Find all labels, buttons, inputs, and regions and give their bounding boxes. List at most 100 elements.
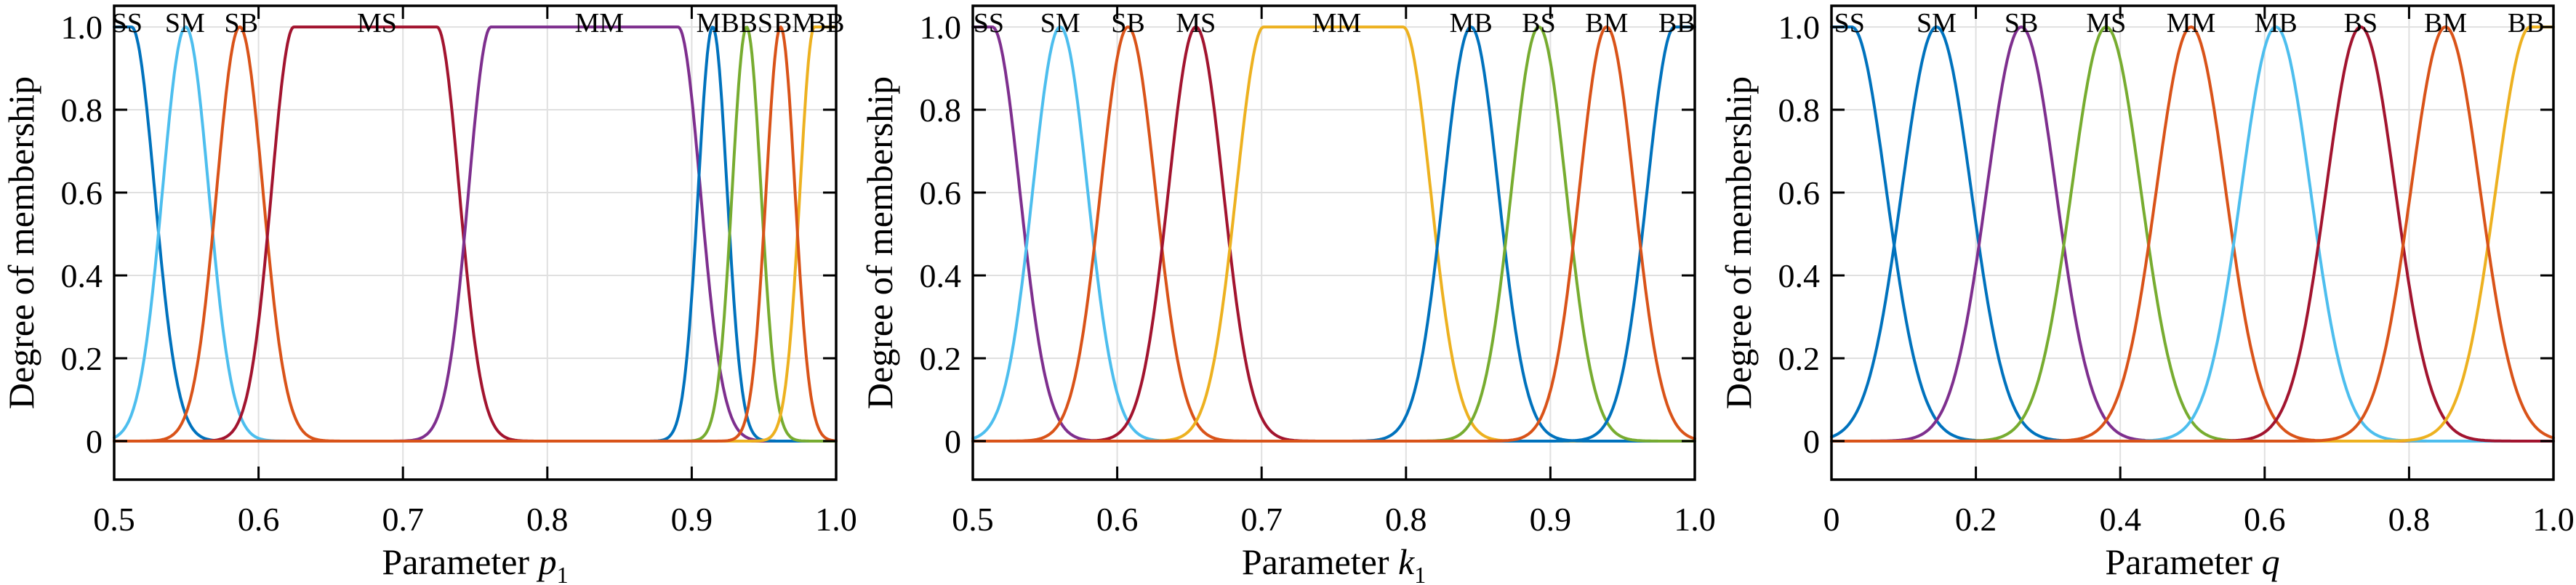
y-tick-label: 1.0 [61, 9, 103, 46]
x-tick-label: 1.0 [1674, 501, 1716, 538]
mf-label-MS: MS [2086, 8, 2126, 39]
mf-label-MB: MB [697, 8, 739, 39]
mf-curve-MM [971, 25, 1696, 443]
x-tick-label: 0.6 [2244, 501, 2286, 538]
mf-curve-SS [971, 25, 1696, 443]
y-tick-label: 0.4 [920, 257, 962, 294]
mf-curve-BB [113, 25, 838, 443]
mf-curve-MM [113, 25, 838, 443]
y-tick-label: 0.8 [1778, 92, 1821, 129]
mf-label-SM: SM [1040, 8, 1080, 39]
mf-label-SS: SS [112, 8, 143, 39]
mf-curves [113, 25, 838, 443]
x-tick-label: 0.9 [1530, 501, 1572, 538]
mf-label-SB: SB [225, 8, 258, 39]
y-tick-label: 0.4 [61, 257, 103, 294]
y-tick-label: 0 [86, 423, 103, 460]
y-axis-label: Degree of membership [859, 76, 900, 409]
mf-label-SS: SS [1834, 8, 1865, 39]
mf-label-MS: MS [357, 8, 397, 39]
x-tick-label: 0.8 [526, 501, 569, 538]
panel-parameter-p1: 0.5 0.6 0.7 0.8 0.9 1.0 0 0.2 0.4 0.6 0.8 1.0 SS SM SB… [0, 0, 859, 585]
x-tick-label: 0 [1823, 501, 1840, 538]
y-tick-label: 0.6 [1778, 174, 1821, 211]
y-tick-label: 0.2 [61, 340, 103, 377]
x-tick-label: 0.5 [952, 501, 994, 538]
mf-label-MS: MS [1176, 8, 1216, 39]
y-tick-label: 0.2 [920, 340, 962, 377]
mf-label-SB: SB [1111, 8, 1144, 39]
plot-svg-0: 0.5 0.6 0.7 0.8 0.9 1.0 0 0.2 0.4 0.6 0.8 1.0 SS SM SB… [1, 4, 857, 585]
y-tick-label: 0.2 [1778, 340, 1821, 377]
x-tick-label: 0.6 [238, 501, 280, 538]
plot-svg-2: 0 0.2 0.4 0.6 0.8 1.0 0 0.2 0.4 0.6 0.8 1.0 SS SM SB MS… [1718, 4, 2575, 582]
plot-box [113, 4, 838, 481]
plot-svg-1: 0.5 0.6 0.7 0.8 0.9 1.0 0 0.2 0.4 0.6 0.8 1.0 SS SM SB… [859, 4, 1716, 585]
mf-label-BB: BB [808, 8, 845, 39]
mf-curve-BS [113, 25, 838, 443]
mf-label-MB: MB [2255, 8, 2298, 39]
mf-curves [971, 25, 1696, 443]
plot-box [971, 4, 1696, 481]
mf-label-BB: BB [1658, 8, 1696, 39]
mf-label-BM: BM [2424, 8, 2467, 39]
tick-marks [971, 6, 1696, 480]
panel-parameter-q: 0 0.2 0.4 0.6 0.8 1.0 0 0.2 0.4 0.6 0.8 1.0 SS SM SB MS… [1717, 0, 2576, 585]
x-tick-label: 0.5 [93, 501, 135, 538]
mf-curve-BM [113, 25, 838, 443]
y-tick-label: 0.8 [920, 92, 962, 129]
y-tick-label: 0.8 [61, 92, 103, 129]
mf-curve-BS [971, 25, 1696, 443]
mf-curve-SS [113, 25, 838, 443]
tick-marks [113, 6, 838, 480]
mf-label-MB: MB [1450, 8, 1493, 39]
y-tick-label: 0.6 [61, 174, 103, 211]
mf-label-BB: BB [2508, 8, 2545, 39]
mf-curve-MS [971, 25, 1696, 443]
mf-label-BM: BM [774, 8, 816, 39]
y-axis-label: Degree of membership [1718, 76, 1759, 409]
x-axis-label: Parameter p1 [382, 541, 568, 585]
mf-label-MM: MM [575, 8, 625, 39]
x-tick-label: 0.8 [2388, 501, 2431, 538]
x-tick-label: 0.7 [382, 501, 424, 538]
mf-curve-MS [113, 25, 838, 443]
mf-label-SS: SS [974, 8, 1004, 39]
x-tick-label: 0.6 [1096, 501, 1139, 538]
mf-label-SB: SB [2005, 8, 2038, 39]
mf-curve-MS [1830, 25, 2555, 443]
x-tick-label: 0.8 [1385, 501, 1427, 538]
mf-curve-BM [971, 25, 1696, 443]
mf-curve-SM [971, 25, 1696, 443]
mf-label-BS: BS [1522, 8, 1555, 39]
y-tick-label: 0.6 [920, 174, 962, 211]
mf-curve-MB [971, 25, 1696, 443]
mf-curve-SB [113, 25, 838, 443]
mf-curve-SM [1830, 25, 2555, 443]
panel-parameter-k1: 0.5 0.6 0.7 0.8 0.9 1.0 0 0.2 0.4 0.6 0.8 1.0 SS SM SB… [859, 0, 1717, 585]
y-tick-label: 0 [944, 423, 961, 460]
mf-curve-SB [971, 25, 1696, 443]
y-tick-label: 0 [1803, 423, 1820, 460]
x-axis-label: Parameter k1 [1242, 541, 1426, 585]
y-tick-label: 1.0 [1778, 9, 1821, 46]
mf-label-BS: BS [2344, 8, 2378, 39]
mf-label-SM: SM [1917, 8, 1957, 39]
mf-curve-MB [113, 25, 838, 443]
x-tick-label: 0.7 [1240, 501, 1283, 538]
mf-curve-BS [1830, 25, 2555, 443]
mf-label-BS: BS [739, 8, 773, 39]
mf-curve-SM [113, 25, 838, 443]
y-tick-label: 1.0 [920, 9, 962, 46]
grid [1831, 6, 2554, 480]
mf-label-SM: SM [165, 8, 205, 39]
mf-curve-SB [1830, 25, 2555, 443]
x-tick-label: 0.2 [1955, 501, 1997, 538]
mf-curve-MM [1830, 25, 2555, 443]
x-tick-label: 0.9 [671, 501, 713, 538]
mf-curve-BB [971, 25, 1696, 443]
mf-curve-BM [1830, 25, 2555, 443]
mf-label-MM: MM [2167, 8, 2216, 39]
plot-box [1830, 4, 2555, 481]
